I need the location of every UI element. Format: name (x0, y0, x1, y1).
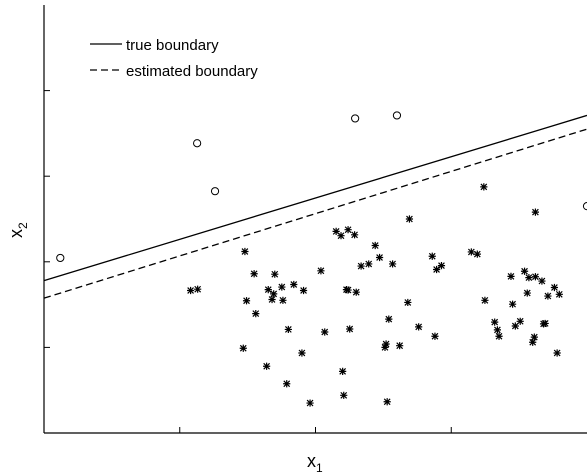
asterisk-point-37 (382, 340, 390, 348)
asterisk-point-11 (270, 290, 278, 298)
asterisk-point-4 (242, 297, 251, 305)
asterisk-point-25 (339, 367, 347, 375)
asterisk-point-55 (495, 332, 503, 340)
estimated-boundary-line (43, 128, 587, 299)
asterisk-point-44 (415, 323, 423, 331)
asterisk-point-7 (263, 362, 271, 370)
asterisk-point-32 (357, 262, 365, 270)
asterisk-point-66 (538, 277, 546, 285)
asterisk-point-54 (493, 326, 502, 334)
asterisk-point-49 (467, 248, 475, 256)
asterisk-point-2 (239, 344, 247, 352)
asterisk-point-3 (241, 247, 249, 256)
asterisk-point-62 (525, 274, 533, 282)
asterisk-point-65 (531, 208, 540, 216)
asterisk-point-63 (531, 273, 540, 281)
asterisk-point-33 (365, 260, 373, 268)
y-axis-label: x2 (6, 222, 30, 238)
asterisk-point-60 (520, 267, 529, 275)
asterisk-point-15 (284, 325, 292, 334)
asterisk-point-20 (317, 267, 325, 275)
asterisk-point-64 (530, 333, 538, 341)
asterisk-point-19 (306, 399, 314, 407)
circle-point-0 (56, 253, 65, 263)
x-axis-label: x1 (307, 451, 323, 472)
circle-point-1 (193, 139, 202, 148)
asterisk-point-46 (431, 332, 439, 340)
asterisk-point-14 (283, 380, 291, 388)
asterisk-point-53 (491, 318, 499, 326)
circle-point-2 (210, 187, 220, 196)
asterisk-point-38 (383, 398, 391, 406)
asterisk-point-21 (321, 328, 329, 336)
plot-area (43, 5, 587, 434)
asterisk-point-43 (405, 215, 414, 223)
y-axis-label-main: x (6, 229, 26, 238)
asterisk-point-45 (428, 252, 436, 260)
asterisk-point-18 (299, 286, 308, 295)
asterisk-point-12 (278, 283, 286, 291)
asterisk-point-47 (432, 265, 441, 274)
asterisk-point-73 (529, 338, 537, 346)
asterisk-point-8 (264, 286, 272, 294)
asterisk-point-27 (344, 226, 352, 234)
asterisk-point-50 (473, 250, 481, 258)
y-axis-label-sub: 2 (16, 222, 30, 229)
legend-true-boundary-label: true boundary (126, 37, 219, 54)
asterisk-point-51 (480, 183, 488, 191)
asterisk-point-35 (375, 253, 384, 262)
asterisk-point-71 (553, 349, 561, 357)
asterisk-point-17 (298, 349, 306, 357)
asterisk-point-28 (346, 325, 354, 333)
x-axis-label-sub: 1 (316, 461, 323, 472)
asterisk-point-61 (523, 289, 531, 297)
legend-estimated-boundary-label: estimated boundary (126, 63, 258, 80)
asterisk-point-36 (381, 343, 389, 351)
true-boundary-line (43, 114, 587, 282)
asterisk-point-10 (271, 270, 279, 278)
asterisk-point-59 (516, 317, 524, 325)
asterisk-point-30 (350, 231, 359, 239)
asterisk-point-1 (194, 285, 202, 293)
asterisk-point-6 (252, 309, 260, 318)
asterisk-point-34 (371, 241, 379, 250)
asterisk-point-29 (344, 286, 352, 294)
asterisk-point-72 (555, 290, 563, 298)
asterisk-point-5 (250, 270, 258, 278)
asterisk-point-23 (337, 232, 345, 240)
asterisk-point-16 (290, 280, 298, 289)
asterisk-point-42 (404, 298, 412, 307)
asterisk-point-26 (340, 391, 348, 399)
asterisk-point-57 (509, 300, 517, 308)
asterisk-point-70 (550, 283, 559, 292)
circle-point-3 (351, 114, 360, 123)
asterisk-point-41 (396, 342, 404, 350)
legend: true boundary estimated boundary (90, 37, 258, 80)
asterisk-point-69 (544, 292, 552, 300)
x-axis-label-main: x (307, 451, 316, 471)
asterisk-point-48 (437, 262, 446, 270)
asterisk-point-56 (507, 272, 515, 280)
asterisk-point-68 (541, 319, 549, 328)
circle-point-4 (392, 111, 402, 120)
asterisk-point-39 (385, 315, 393, 323)
asterisk-point-58 (511, 322, 519, 330)
asterisk-point-22 (332, 227, 340, 236)
asterisk-point-31 (352, 288, 360, 296)
circle-point-5 (582, 202, 587, 211)
asterisk-point-13 (279, 296, 287, 304)
asterisk-point-40 (389, 260, 397, 268)
asterisk-point-9 (268, 295, 276, 304)
asterisk-point-0 (187, 286, 195, 295)
asterisk-point-52 (481, 296, 489, 304)
